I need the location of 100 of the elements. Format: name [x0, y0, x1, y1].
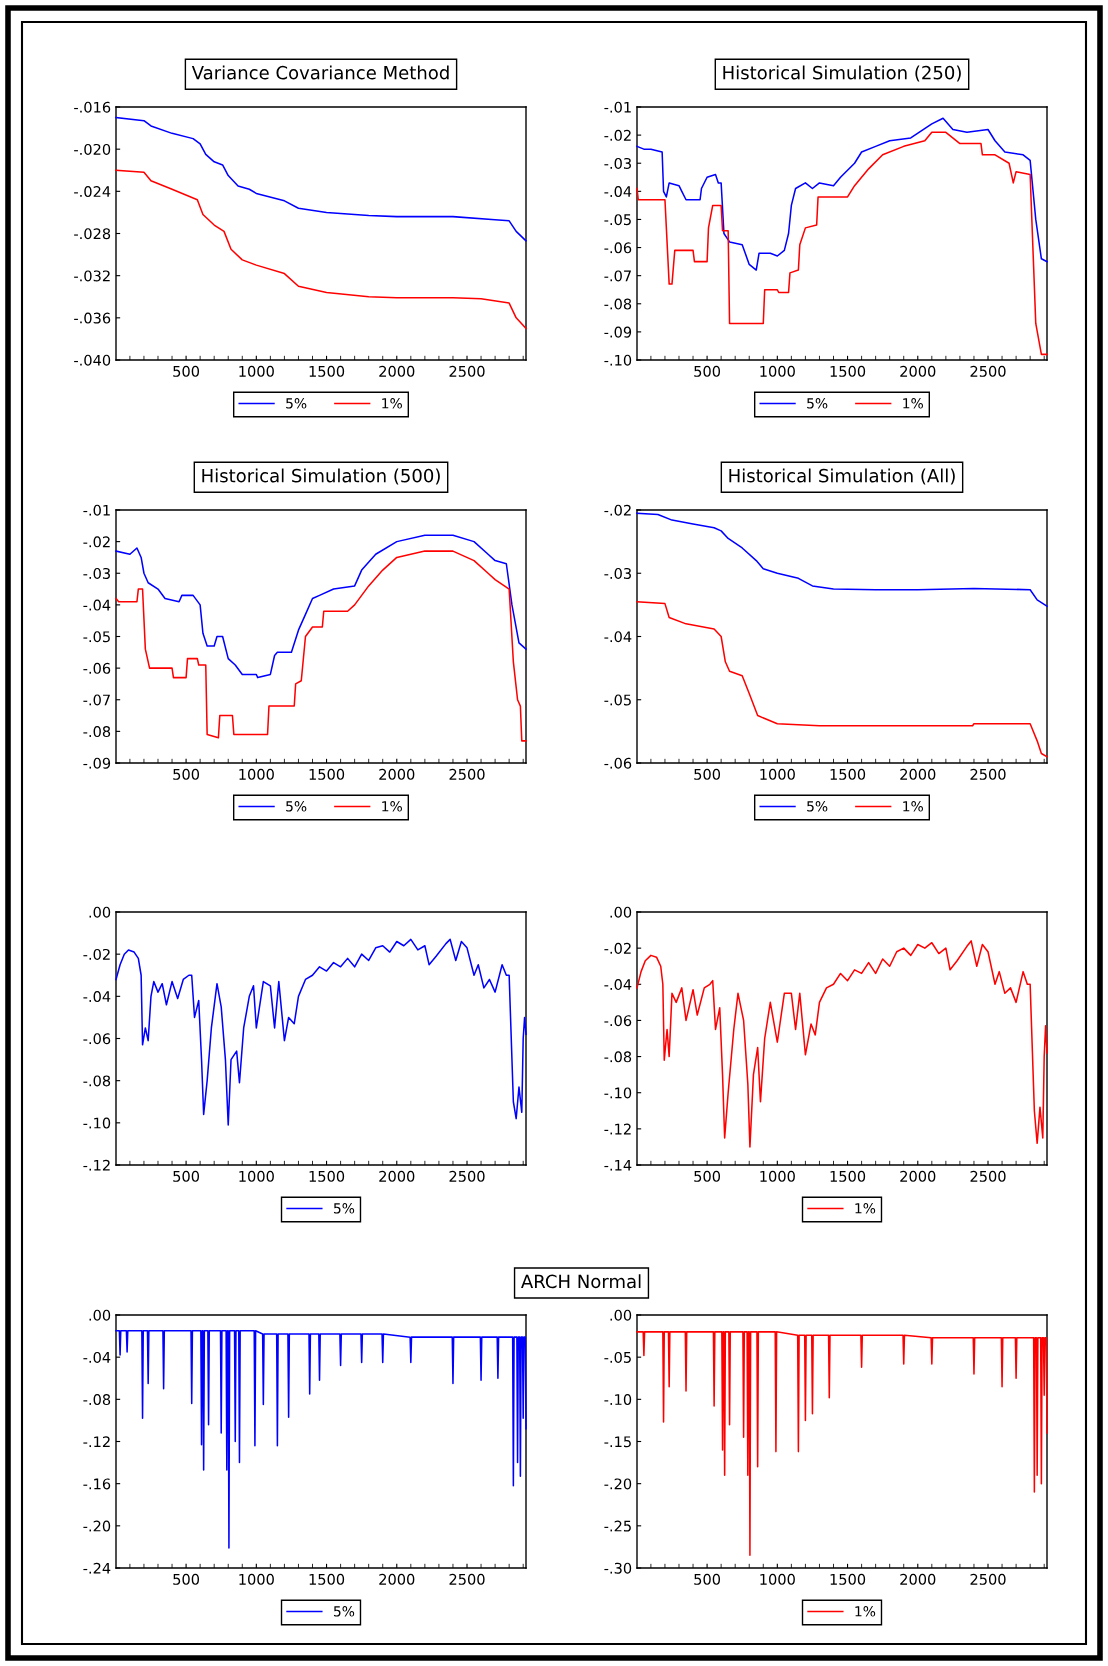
y-tick-label: -.040	[74, 354, 111, 366]
line-series	[115, 169, 527, 330]
legend-label: 5%	[286, 801, 307, 812]
y-tick-label: -.20	[83, 1520, 111, 1532]
y-tick-label: -.06	[604, 1015, 632, 1027]
y-tick-label: -.03	[83, 567, 110, 579]
y-tick-label: -.01	[83, 504, 110, 516]
y-tick-label: -.03	[604, 567, 631, 579]
y-tick-label: -.024	[74, 186, 111, 198]
y-tick-label: -.032	[74, 270, 110, 282]
y-tick-label: -.08	[604, 1051, 632, 1063]
y-tick-label: -.12	[83, 1159, 110, 1171]
x-tick-label: 2000	[900, 1170, 936, 1182]
x-tick-label: 2500	[449, 768, 485, 780]
y-tick-label: -.08	[83, 1394, 111, 1406]
x-tick-label: 1000	[239, 768, 274, 780]
x-tick-label: 1500	[309, 768, 345, 780]
x-tick-label: 1000	[239, 365, 274, 377]
y-tick-label: -.12	[83, 1436, 110, 1448]
y-tick-label: -.036	[74, 312, 111, 324]
legend-label: 1%	[382, 801, 402, 812]
x-tick-label: 2000	[900, 768, 936, 780]
y-tick-label: -.05	[83, 631, 110, 643]
y-tick-label: -.08	[83, 726, 111, 738]
x-tick-label: 2000	[379, 1170, 415, 1182]
y-tick-label: .00	[610, 906, 632, 918]
x-tick-label: 2000	[900, 365, 936, 377]
y-tick-label: -.02	[83, 948, 110, 960]
y-tick-label: -.01	[604, 101, 631, 113]
y-tick-label: -.04	[83, 991, 111, 1003]
legend-label: 1%	[903, 801, 923, 812]
y-tick-label: -.03	[604, 157, 631, 169]
y-tick-label: -.16	[83, 1478, 111, 1490]
legend-label: 5%	[286, 398, 307, 409]
y-tick-label: -.20	[604, 1478, 632, 1490]
y-tick-label: -.14	[604, 1159, 632, 1171]
y-tick-label: -.04	[83, 1351, 111, 1363]
x-tick-label: 500	[173, 768, 200, 780]
y-tick-label: -.12	[604, 1123, 631, 1135]
x-tick-label: 2000	[379, 768, 415, 780]
x-tick-label: 2500	[970, 1573, 1006, 1585]
y-tick-label: -.04	[604, 631, 632, 643]
x-tick-label: 1000	[760, 1170, 795, 1182]
y-tick-label: -.06	[83, 662, 111, 674]
y-tick-label: -.24	[83, 1562, 111, 1574]
y-tick-label: -.05	[604, 214, 631, 226]
y-tick-label: -.02	[604, 504, 631, 516]
chart-title: Historical Simulation (All)	[729, 468, 955, 485]
y-tick-label: -.10	[604, 1394, 632, 1406]
x-tick-label: 1500	[830, 1170, 866, 1182]
y-tick-label: -.028	[74, 228, 111, 240]
x-tick-label: 1500	[309, 1170, 345, 1182]
legend-label: 1%	[382, 398, 402, 409]
legend-label: 5%	[807, 801, 828, 812]
y-tick-label: -.07	[83, 694, 110, 706]
y-tick-label: -.05	[604, 1351, 631, 1363]
line-series	[115, 550, 527, 742]
y-tick-label: -.06	[604, 757, 632, 769]
y-tick-label: -.30	[604, 1562, 632, 1574]
x-tick-label: 1000	[239, 1573, 274, 1585]
legend-label: 1%	[903, 398, 923, 409]
x-tick-label: 2000	[379, 1573, 415, 1585]
line-series	[636, 1331, 1048, 1557]
x-tick-label: 1000	[239, 1170, 274, 1182]
y-tick-label: -.05	[604, 694, 631, 706]
y-tick-label: -.04	[604, 186, 632, 198]
y-tick-label: -.02	[604, 942, 631, 954]
y-tick-label: -.06	[83, 1033, 111, 1045]
x-tick-label: 2500	[449, 1573, 485, 1585]
legend-label: 5%	[807, 398, 828, 409]
line-series	[636, 131, 1048, 356]
y-tick-label: -.10	[83, 1117, 111, 1129]
y-tick-label: -.016	[74, 101, 111, 113]
x-tick-label: 1000	[760, 1573, 795, 1585]
text: ARCH Normal	[521, 1274, 641, 1289]
x-tick-label: 1500	[830, 365, 866, 377]
y-tick-label: -.04	[604, 979, 632, 991]
line-series	[115, 116, 527, 242]
y-tick-label: -.09	[83, 757, 111, 769]
y-tick-label: -.08	[83, 1075, 111, 1087]
legend-label: 1%	[855, 1606, 876, 1617]
chart-title: Historical Simulation (250)	[723, 65, 961, 82]
chart-title: Variance Covariance Method	[191, 65, 449, 80]
y-tick-label: -.08	[604, 298, 632, 310]
x-tick-label: 2000	[379, 365, 415, 377]
y-tick-label: -.02	[83, 536, 110, 548]
x-tick-label: 2000	[900, 1573, 936, 1585]
line-series	[636, 600, 1048, 758]
x-tick-label: 1500	[830, 768, 866, 780]
x-tick-label: 500	[694, 1170, 721, 1182]
x-tick-label: 1500	[309, 1573, 345, 1585]
y-tick-label: -.10	[604, 1087, 632, 1099]
x-tick-label: 2500	[970, 768, 1006, 780]
x-tick-label: 2500	[970, 1170, 1006, 1182]
x-tick-label: 1000	[760, 768, 795, 780]
line-series	[636, 940, 1048, 1148]
x-tick-label: 500	[173, 365, 200, 377]
y-tick-label: -.04	[83, 599, 111, 611]
x-tick-label: 2500	[449, 365, 485, 377]
x-tick-label: 500	[694, 365, 721, 377]
